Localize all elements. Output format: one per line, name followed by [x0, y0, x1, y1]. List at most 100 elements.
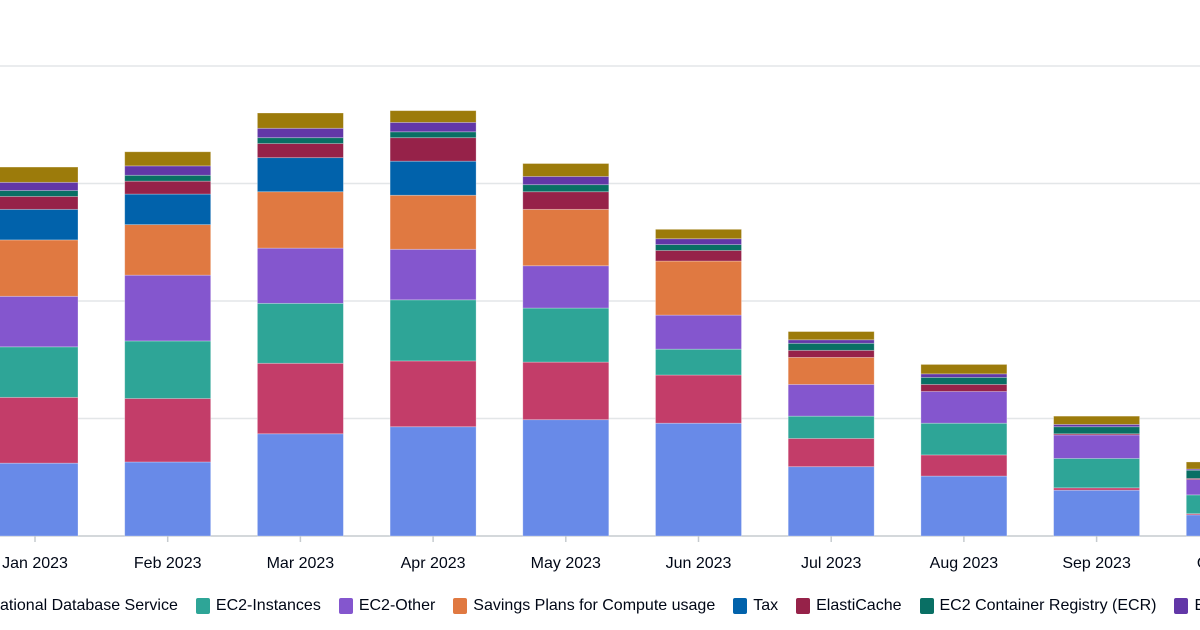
bar-segment[interactable] — [389, 137, 477, 162]
bar-segment[interactable] — [0, 166, 79, 183]
bar-segment[interactable] — [0, 196, 79, 210]
bar-segment[interactable] — [389, 299, 477, 362]
bar-segment[interactable] — [920, 454, 1008, 477]
bar-segment[interactable] — [655, 314, 742, 350]
bar-segment[interactable] — [389, 248, 477, 301]
bar-segment[interactable] — [522, 419, 610, 537]
bar-segment[interactable] — [522, 361, 610, 421]
legend-item[interactable]: EC2-Other — [338, 597, 435, 615]
bar-segment[interactable] — [256, 143, 344, 159]
bar-segment[interactable] — [0, 190, 79, 197]
bar-segment[interactable] — [1053, 458, 1140, 489]
bar-segment[interactable] — [1053, 415, 1140, 425]
bar-segment[interactable] — [920, 384, 1008, 392]
bar-segment[interactable] — [920, 475, 1008, 537]
bar-segment[interactable] — [655, 260, 742, 316]
bar-segment[interactable] — [522, 307, 610, 363]
bar-segment[interactable] — [0, 295, 79, 348]
bar-segment[interactable] — [124, 193, 212, 226]
bar-segment[interactable] — [522, 265, 610, 309]
bar-segment[interactable] — [0, 181, 79, 191]
bar-segment[interactable] — [787, 438, 875, 468]
legend-item[interactable]: Tax — [733, 597, 778, 615]
bar-segment[interactable] — [522, 184, 610, 193]
bar-segment[interactable] — [124, 151, 212, 167]
bar-segment[interactable] — [124, 224, 212, 276]
bar-segment[interactable] — [124, 398, 212, 463]
bar-segment[interactable] — [389, 160, 477, 196]
legend-item[interactable]: Savings Plans for Compute usage — [453, 597, 715, 615]
bar-segment[interactable] — [787, 356, 875, 385]
bar-segment[interactable] — [1185, 513, 1200, 516]
legend-label: EC2-Instances — [215, 597, 321, 614]
bar-segment[interactable] — [655, 250, 742, 262]
bar-segment[interactable] — [655, 244, 742, 251]
legend: ational Database Service EC2-Instances EC2… — [0, 594, 1200, 618]
bar-segment[interactable] — [1053, 434, 1140, 459]
bar-segment[interactable] — [787, 342, 875, 351]
bar-segment[interactable] — [920, 422, 1008, 456]
bar-segment[interactable] — [655, 238, 742, 246]
x-tick-label: Jul 2023 — [801, 555, 862, 572]
bar-segment[interactable] — [124, 165, 212, 176]
bar-segment[interactable] — [389, 426, 477, 537]
bar-segment[interactable] — [522, 208, 610, 267]
bar-segment[interactable] — [256, 302, 344, 364]
bar-segment[interactable] — [522, 191, 610, 210]
bar-segment[interactable] — [256, 247, 344, 304]
bar-segment[interactable] — [1053, 426, 1140, 435]
bar-segment[interactable] — [1185, 514, 1200, 537]
bar-segment[interactable] — [522, 163, 610, 177]
bar-segment[interactable] — [124, 174, 212, 182]
legend-swatch — [796, 598, 811, 614]
bar-segment[interactable] — [256, 191, 344, 249]
bar-segment[interactable] — [0, 396, 79, 464]
bar-segment[interactable] — [389, 110, 477, 123]
bar-segment[interactable] — [920, 373, 1008, 378]
bar-segment[interactable] — [1185, 461, 1200, 470]
legend-item[interactable]: EC2-Instances — [195, 597, 321, 615]
bar-segment[interactable] — [1185, 469, 1200, 479]
bar-segment[interactable] — [655, 228, 742, 240]
bar-segment[interactable] — [389, 360, 477, 428]
bar-segment[interactable] — [124, 180, 212, 195]
bar-segment[interactable] — [787, 349, 875, 358]
legend-item[interactable]: ational Database Service — [0, 597, 178, 615]
bar-segment[interactable] — [389, 194, 477, 250]
bar-segment[interactable] — [1185, 479, 1200, 496]
bar-segment[interactable] — [256, 433, 344, 537]
bar-segment[interactable] — [256, 112, 344, 129]
bar-segment[interactable] — [256, 137, 344, 144]
bar-segment[interactable] — [256, 127, 344, 139]
bar-segment[interactable] — [655, 348, 742, 376]
bar-segment[interactable] — [655, 422, 742, 537]
bar-segment[interactable] — [655, 374, 742, 424]
bar-segment[interactable] — [124, 340, 212, 399]
bar-segment[interactable] — [256, 362, 344, 435]
bar-segment[interactable] — [787, 384, 875, 417]
bar-segment[interactable] — [389, 131, 477, 139]
bar-segment[interactable] — [920, 391, 1008, 424]
bar-segment[interactable] — [124, 274, 212, 342]
bar-segment[interactable] — [0, 346, 79, 398]
bar-segment[interactable] — [787, 339, 875, 344]
bar-segment[interactable] — [256, 157, 344, 193]
bar-segment[interactable] — [1185, 478, 1200, 480]
legend-item[interactable]: Elasti — [1174, 597, 1200, 615]
bar-segment[interactable] — [920, 364, 1008, 375]
bar-segment[interactable] — [1185, 494, 1200, 515]
legend-item[interactable]: ElastiCache — [796, 597, 902, 615]
bar-segment[interactable] — [522, 176, 610, 186]
bar-segment[interactable] — [787, 331, 875, 341]
bar-segment[interactable] — [389, 122, 477, 133]
bar-segment[interactable] — [787, 466, 875, 537]
bar-segment[interactable] — [0, 208, 79, 241]
bar-segment[interactable] — [1185, 468, 1200, 471]
bar-segment[interactable] — [0, 462, 79, 537]
bar-segment[interactable] — [920, 376, 1008, 385]
bar-segment[interactable] — [0, 239, 79, 297]
bar-segment[interactable] — [787, 415, 875, 439]
bar-segment[interactable] — [1053, 489, 1140, 537]
bar-segment[interactable] — [124, 461, 212, 537]
legend-item[interactable]: EC2 Container Registry (ECR) — [919, 597, 1156, 615]
